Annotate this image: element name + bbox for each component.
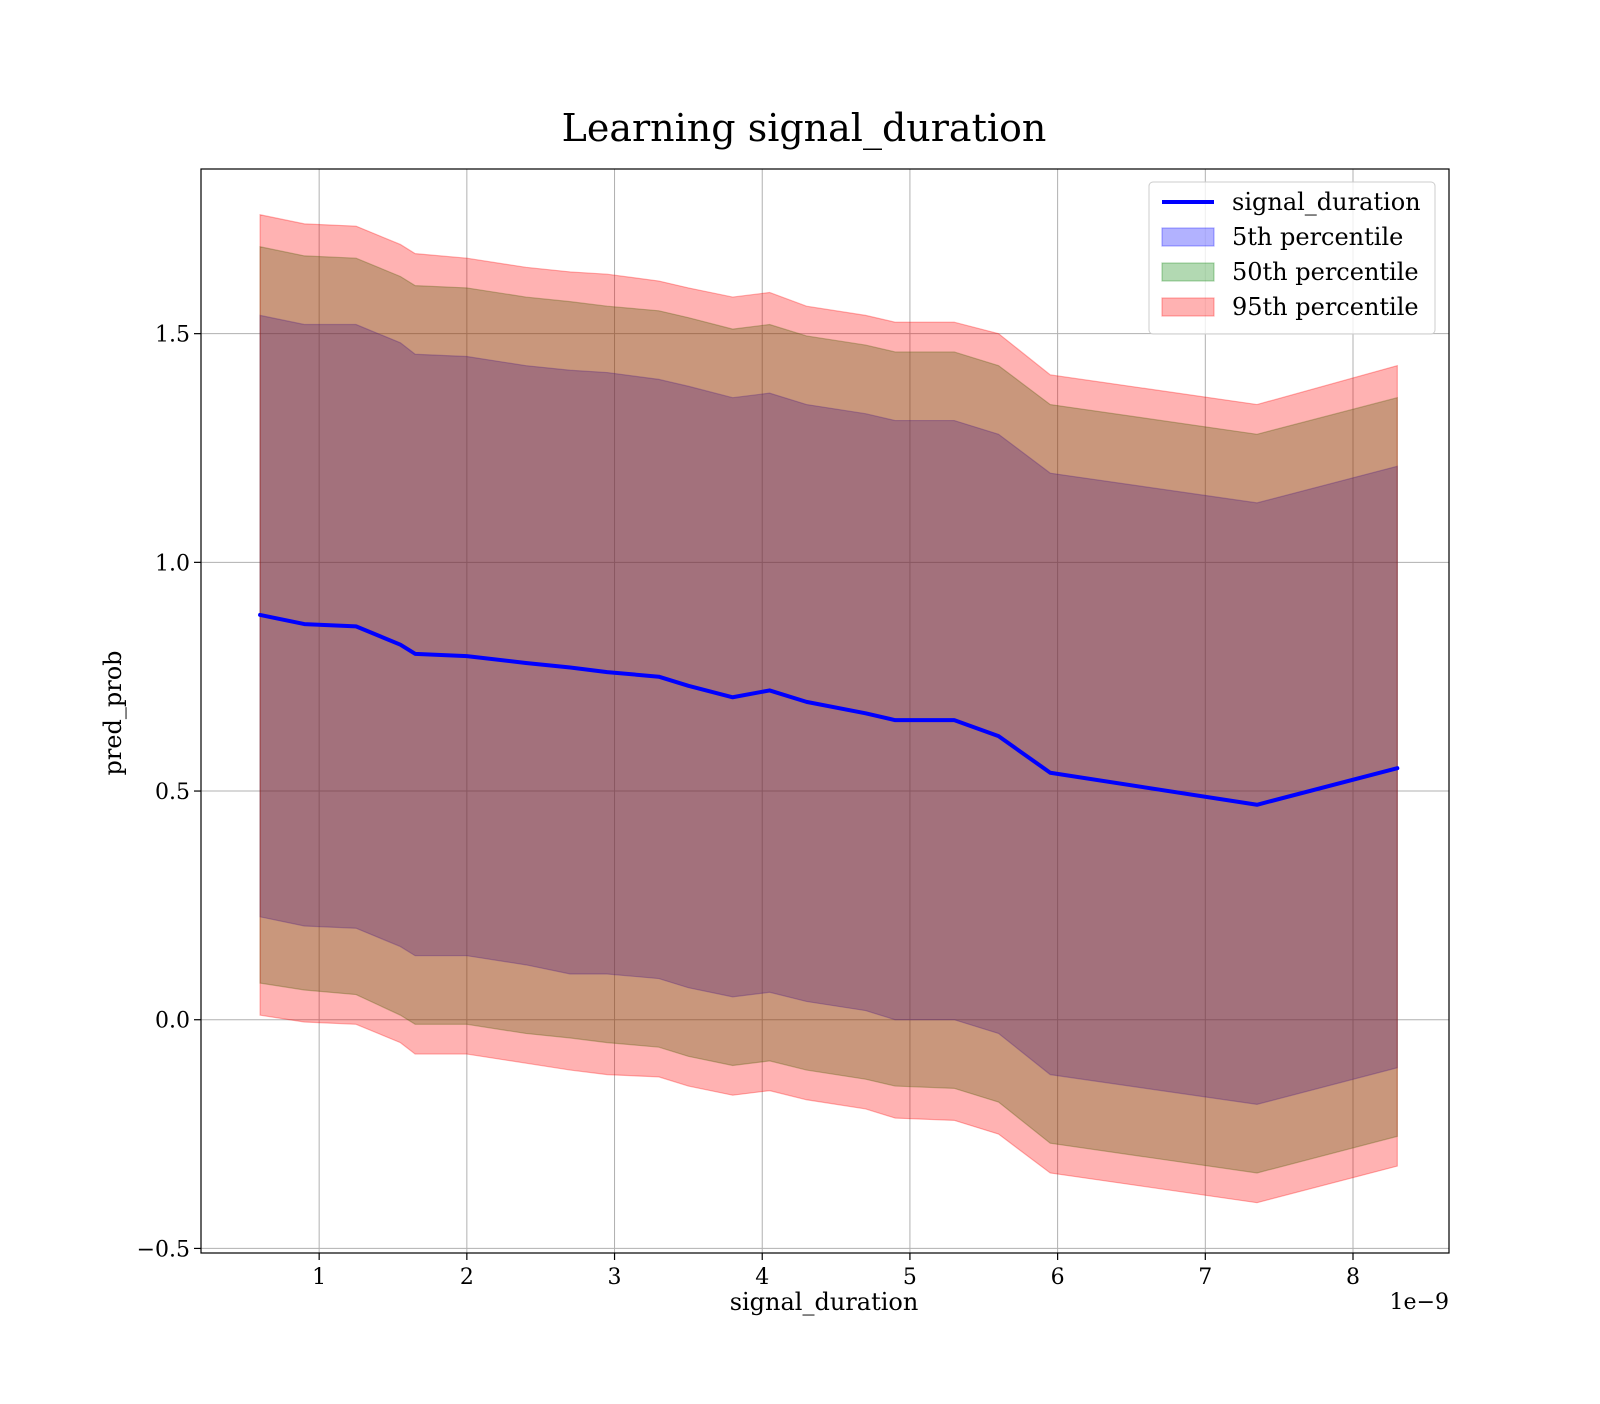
x-tick-label: 3 — [608, 1265, 622, 1290]
y-tick-label: 1.5 — [155, 323, 190, 348]
x-tick-label: 2 — [460, 1265, 474, 1290]
y-axis-label: pred_prob — [99, 650, 127, 775]
band-50th-percentile — [259, 246, 1398, 1174]
axis-ticks: 1 2 3 4 5 6 7 8 −0.5 0.0 0.5 1.0 1.5 — [137, 323, 1360, 1290]
legend-label: 95th percentile — [1232, 293, 1419, 321]
legend-label: signal_duration — [1232, 188, 1421, 216]
y-tick-label: 0.0 — [155, 1009, 190, 1034]
y-tick-label: 0.5 — [155, 780, 190, 805]
x-tick-label: 7 — [1198, 1265, 1212, 1290]
y-tick-label: −0.5 — [137, 1237, 190, 1262]
x-tick-label: 6 — [1051, 1265, 1065, 1290]
plot-frame — [200, 168, 1450, 1254]
line-signal_duration — [258, 612, 1400, 807]
x-tick-label: 8 — [1346, 1265, 1360, 1290]
x-tick-label: 1 — [312, 1265, 326, 1290]
x-axis-label: signal_duration — [730, 1288, 919, 1316]
series-lines — [258, 612, 1400, 807]
chart-title: Learning signal_duration — [562, 106, 1047, 151]
legend-swatch-band — [1161, 262, 1215, 282]
legend-label: 5th percentile — [1232, 223, 1403, 251]
x-tick-label: 5 — [903, 1265, 917, 1290]
percentile-bands — [259, 214, 1398, 1204]
band-5th-percentile — [259, 314, 1398, 1105]
legend-swatch-band — [1161, 227, 1215, 247]
legend-label: 50th percentile — [1232, 258, 1419, 286]
legend: signal_duration 5th percentile 50th percen… — [1148, 181, 1436, 335]
legend-box — [1148, 181, 1436, 335]
x-tick-label: 4 — [755, 1265, 769, 1290]
legend-swatch-band — [1161, 297, 1215, 317]
band-95th-percentile — [259, 214, 1398, 1204]
x-axis-offset-label: 1e−9 — [1390, 1290, 1449, 1315]
y-tick-label: 1.0 — [155, 551, 190, 576]
